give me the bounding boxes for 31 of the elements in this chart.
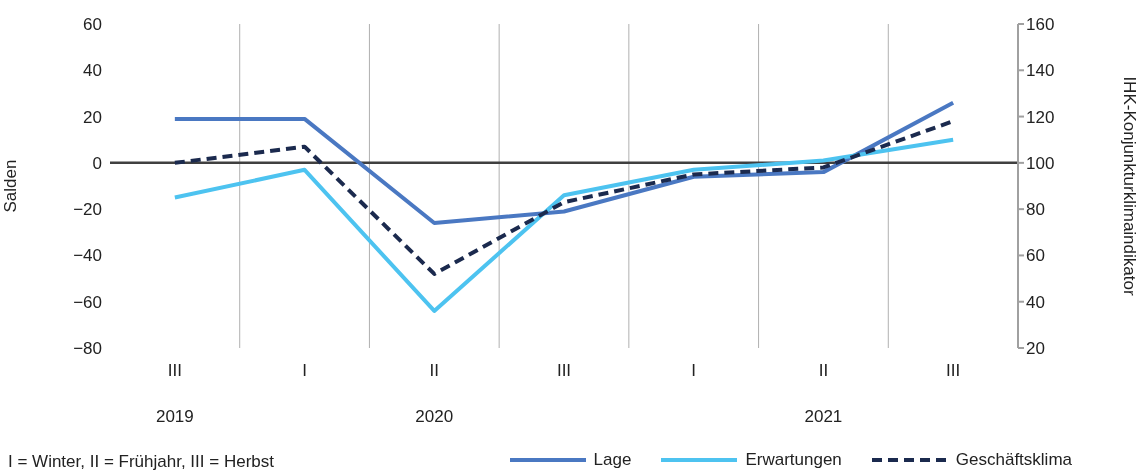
y-tick-label: −60: [73, 292, 102, 312]
category-label: III 2019: [155, 361, 194, 426]
line-series: [172, 137, 956, 313]
line-series: [172, 100, 956, 226]
y-tick-label: −20: [73, 200, 102, 220]
y-tick-label: 60: [83, 15, 102, 35]
y-axis-title: Salden: [1, 159, 21, 213]
y-tick-label: 0: [92, 153, 102, 173]
y2-tick-label: 40: [1026, 292, 1045, 312]
legend-label: Geschäftsklima: [955, 450, 1072, 470]
y2-tick-label: 20: [1026, 339, 1045, 359]
y2-tick-label: 140: [1026, 61, 1055, 81]
y2-tick-label: 80: [1026, 200, 1045, 220]
x-tick-label: III: [556, 361, 572, 380]
x-tick-label: I: [691, 361, 697, 380]
y2-tick-label: 160: [1026, 15, 1055, 35]
text: I = Winter, II = Frühjahr, III = Herbst: [8, 452, 274, 472]
y-tick-label: 20: [83, 107, 102, 127]
y2-tick-label: 60: [1026, 246, 1045, 266]
category-label: II 2021: [804, 361, 843, 426]
y-tick-label: 40: [83, 61, 102, 81]
category-label: II 2020: [415, 361, 454, 426]
x-tick-label: III: [946, 361, 961, 380]
legend-label: Erwartungen: [745, 450, 842, 470]
x-tick-label: I: [302, 361, 307, 380]
y-tick-label: −40: [73, 246, 102, 266]
legend-label: Lage: [593, 450, 632, 470]
y2-axis-title: IHK-Konjunkturklimaindikator: [1119, 76, 1139, 296]
y2-tick-label: 100: [1026, 153, 1055, 173]
y-tick-label: −80: [73, 339, 102, 359]
y2-tick-label: 120: [1026, 107, 1055, 127]
